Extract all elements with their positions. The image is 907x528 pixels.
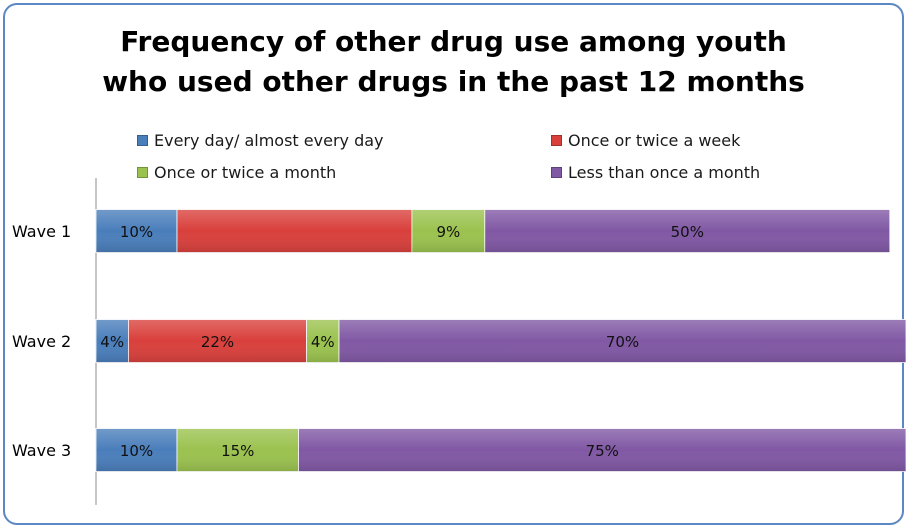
data-label-wave-3-less-monthly: 75%	[586, 442, 619, 460]
data-label-wave-2-monthly: 4%	[311, 333, 335, 351]
bar-shade-wave-3-monthly	[177, 428, 299, 472]
data-label-wave-2-weekly: 22%	[201, 333, 234, 351]
data-label-wave-3-monthly: 15%	[221, 442, 254, 460]
category-label-wave-3: Wave 3	[12, 441, 71, 460]
category-label-wave-2: Wave 2	[12, 332, 71, 351]
bar-shade-wave-3-every-day	[96, 428, 177, 472]
legend-item-every-day: Every day/ almost every day	[137, 130, 384, 150]
legend-swatch-every-day	[137, 134, 148, 146]
bar-shade-wave-2-monthly	[306, 319, 339, 363]
legend-label-every-day: Every day/ almost every day	[154, 130, 384, 150]
data-label-wave-2-less-monthly: 70%	[606, 333, 639, 351]
legend-swatch-less-monthly	[551, 166, 562, 178]
category-label-wave-1: Wave 1	[12, 222, 71, 241]
bar-shade-wave-1-less-monthly	[484, 209, 890, 253]
chart-title-line-2: who used other drugs in the past 12 mont…	[102, 65, 805, 98]
data-label-wave-1-monthly: 9%	[436, 223, 460, 241]
category-labels-group: Wave 1 Wave 2 Wave 3	[12, 222, 71, 460]
data-label-wave-1-less-monthly: 50%	[671, 223, 704, 241]
data-label-wave-3-every-day: 10%	[120, 442, 153, 460]
legend-swatch-monthly	[137, 166, 148, 178]
data-label-wave-2-every-day: 4%	[100, 333, 124, 351]
bar-shade-wave-2-every-day	[96, 319, 129, 363]
data-label-wave-1-every-day: 10%	[120, 223, 153, 241]
legend-swatch-weekly	[551, 134, 562, 146]
chart-title: Frequency of other drug use among youth …	[0, 22, 907, 102]
legend-item-weekly: Once or twice a week	[551, 130, 740, 150]
bar-shade-wave-2-weekly	[128, 319, 307, 363]
bar-shade-wave-1-weekly	[177, 209, 412, 253]
legend-label-less-monthly: Less than once a month	[568, 162, 761, 182]
legend-item-less-monthly: Less than once a month	[551, 162, 760, 182]
bar-shade-wave-1-monthly	[411, 209, 485, 253]
legend-label-weekly: Once or twice a week	[568, 130, 741, 150]
legend-item-monthly: Once or twice a month	[137, 162, 336, 182]
bar-shade-wave-3-less-monthly	[298, 428, 906, 472]
chart-title-line-1: Frequency of other drug use among youth	[120, 25, 787, 58]
bar-shade-wave-1-every-day	[96, 209, 177, 253]
bars-group: 10% 9% 50% 4% 22% 4% 70% 10% 15% 75%	[95, 209, 907, 472]
bar-shade-wave-2-less-monthly	[339, 319, 906, 363]
legend-label-monthly: Once or twice a month	[154, 162, 337, 182]
